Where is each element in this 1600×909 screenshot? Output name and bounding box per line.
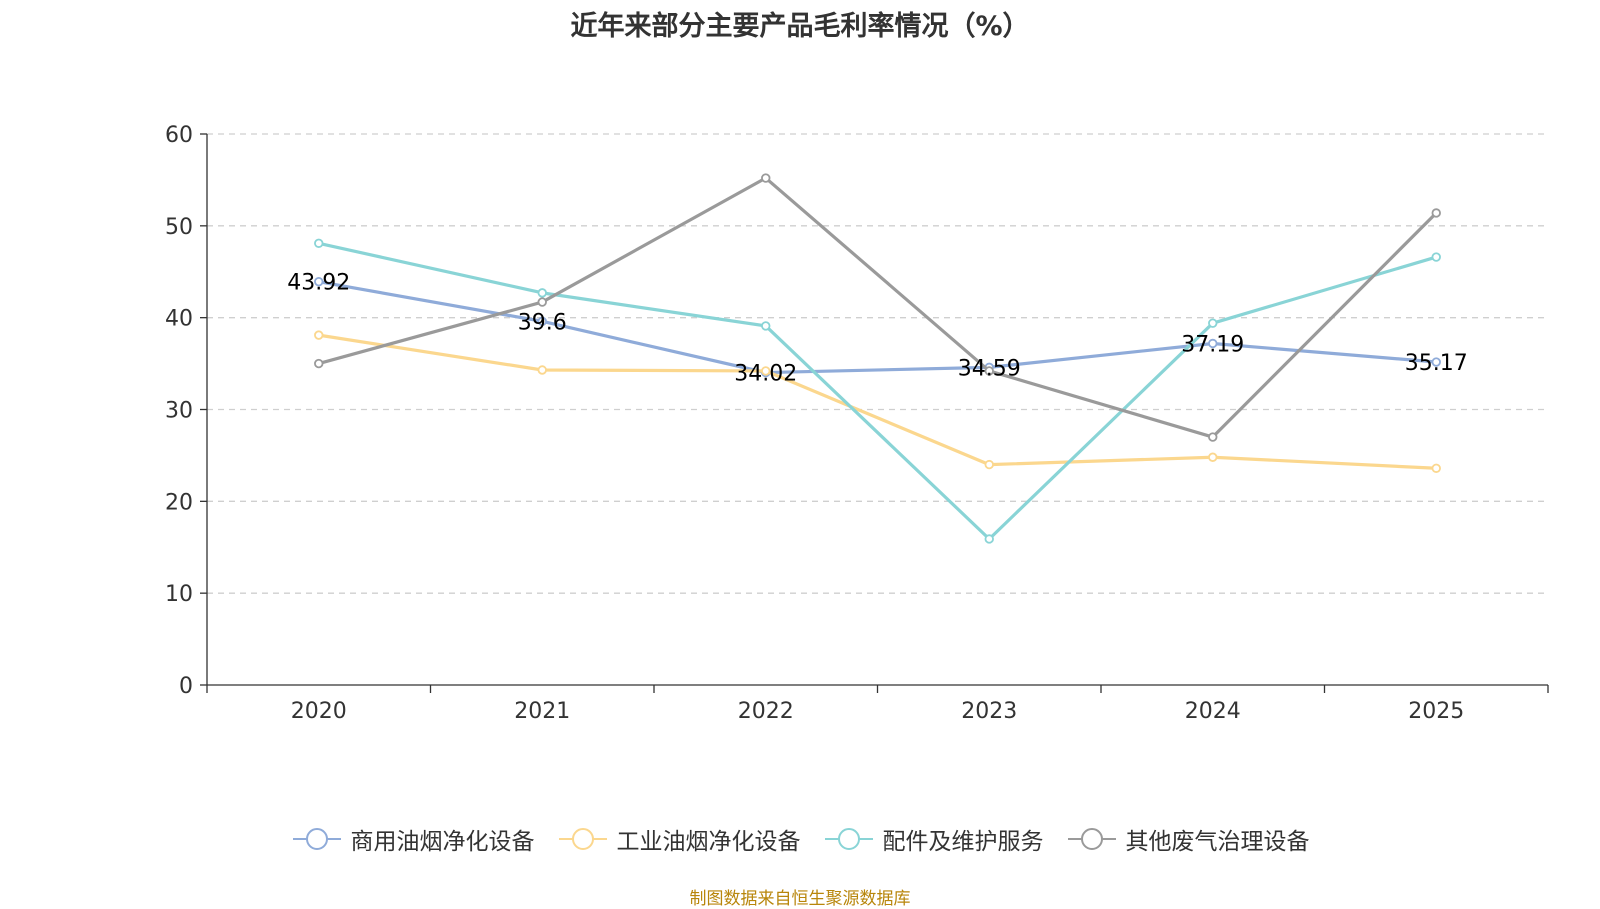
legend-label: 配件及维护服务 (882, 829, 1044, 855)
legend-marker-icon (292, 828, 341, 850)
data-point (1208, 338, 1218, 349)
legend-item-4[interactable]: 其他废气治理设备 (1066, 822, 1310, 856)
data-point (537, 365, 547, 375)
data-point (1431, 208, 1441, 218)
data-label-layer: 43.92 39.6 34.02 34.59 37.19 35.17 (287, 271, 1467, 387)
x-tick-label: 2020 (291, 699, 347, 724)
data-point (537, 297, 547, 307)
data-point (1208, 432, 1218, 442)
series-line-1 (318, 280, 1437, 375)
data-label: 37.19 (1181, 332, 1244, 357)
legend-item-2[interactable]: 工业油烟净化设备 (557, 822, 801, 856)
data-label: 35.17 (1405, 351, 1468, 376)
data-point (537, 316, 547, 327)
y-tick-label: 10 (165, 582, 193, 607)
x-tick-label: 2022 (738, 699, 794, 724)
series-line-4 (318, 176, 1438, 439)
series-layer (314, 173, 1441, 544)
data-point (314, 276, 324, 287)
data-label: 39.6 (518, 310, 567, 335)
data-point (314, 358, 324, 369)
data-point (314, 238, 324, 248)
grid-layer (207, 133, 1548, 594)
legend-marker-icon (558, 828, 607, 850)
x-tick-label: 2024 (1185, 699, 1241, 724)
axis-layer: 0 10 20 30 40 50 60 2020 2021 2022 2023 2024 2025 (165, 123, 1549, 724)
data-point (984, 366, 994, 376)
x-tick-label: 2023 (961, 699, 1017, 724)
legend-label: 商用油烟净化设备 (350, 829, 535, 855)
y-tick-label: 20 (165, 490, 193, 515)
legend-label: 其他废气治理设备 (1125, 829, 1310, 855)
legend-item-3[interactable]: 配件及维护服务 (823, 822, 1044, 856)
y-tick-label: 40 (165, 307, 193, 332)
x-tick-label: 2025 (1408, 699, 1464, 724)
data-point (1431, 252, 1441, 262)
data-label: 34.02 (734, 362, 797, 387)
legend-marker-icon (1067, 828, 1116, 850)
data-point (1431, 463, 1441, 473)
y-tick-label: 30 (165, 399, 193, 424)
legend-item-1[interactable]: 商用油烟净化设备 (291, 822, 535, 856)
data-point (1431, 357, 1441, 367)
data-point (1208, 452, 1218, 462)
data-point (1208, 318, 1218, 328)
data-point (984, 459, 994, 470)
data-label: 43.92 (287, 271, 350, 296)
data-point (984, 534, 994, 544)
data-point (761, 321, 771, 331)
data-point (537, 288, 547, 298)
y-tick-label: 60 (165, 123, 193, 148)
y-tick-label: 50 (165, 215, 193, 240)
series-line-2 (318, 333, 1437, 470)
data-point (761, 173, 771, 183)
data-point (761, 366, 771, 376)
data-label: 34.59 (958, 356, 1021, 381)
chart-title: 近年来部分主要产品毛利率情况（%） (570, 11, 1030, 42)
y-tick-label: 0 (179, 674, 193, 699)
legend-marker-icon (824, 828, 873, 850)
data-point (314, 330, 324, 340)
legend: 商用油烟净化设备 工业油烟净化设备 配件及维护服务 其他废气治理设备 (0, 822, 1600, 856)
series-line-3 (318, 241, 1437, 541)
source-note: 制图数据来自恒生聚源数据库 (689, 889, 911, 909)
legend-label: 工业油烟净化设备 (616, 829, 801, 855)
x-tick-label: 2021 (514, 699, 570, 724)
